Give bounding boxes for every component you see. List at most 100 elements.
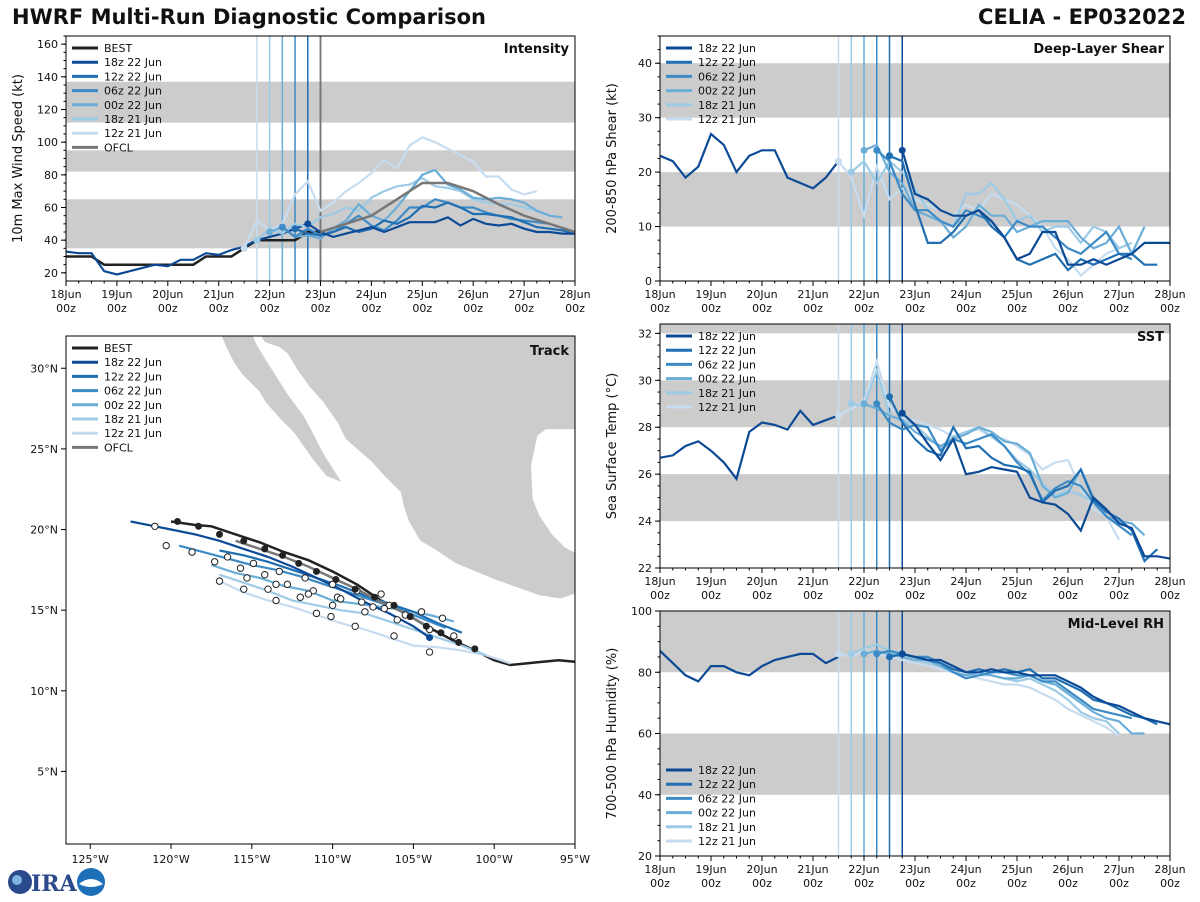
shear-xtick-label: 23Jun (899, 288, 930, 301)
track-open-marker (328, 601, 337, 610)
track-best-marker (406, 613, 414, 621)
shear-legend-label: 18z 22 Jun (698, 42, 756, 55)
intensity-pre-line (66, 222, 309, 276)
sst-xtick-label: 00z (905, 589, 925, 602)
track-open-marker (369, 603, 377, 611)
intensity-legend-label: 18z 21 Jun (104, 113, 162, 126)
track-legend-label: 12z 22 Jun (104, 370, 162, 383)
track-open-marker (450, 632, 458, 640)
intensity-ytick-label: 100 (37, 136, 58, 149)
shear-band-1 (660, 63, 1170, 118)
intensity-xtick-label: 21Jun (203, 288, 234, 301)
shear-series-3 (863, 143, 1146, 257)
shear-legend-label: 18z 21 Jun (698, 99, 756, 112)
track-open-marker (272, 596, 280, 605)
intensity-xtick-label: 00z (260, 302, 280, 315)
rh-title: Mid-Level RH (1068, 617, 1164, 632)
track-series-2 (178, 544, 447, 629)
sst-plot-area (660, 324, 1170, 568)
track-best-marker (312, 567, 320, 575)
shear-series-1-start (886, 152, 893, 160)
sst-xtick-label: 18Jun (644, 575, 675, 588)
track-frame (65, 335, 576, 845)
sst-series-1-start (886, 393, 893, 401)
sst-ytick-label: 22 (638, 562, 652, 575)
intensity-xtick-label: 23Jun (305, 288, 336, 301)
shear-xtick-label: 00z (1007, 302, 1027, 315)
sst-xtick-label: 21Jun (797, 575, 828, 588)
track-series-1 (219, 549, 463, 634)
shear-ytick-label: 30 (638, 112, 652, 125)
track-xtick-label: 100°W (476, 853, 513, 866)
sst-ytick-label: 32 (638, 327, 652, 340)
sst-xtick-label: 26Jun (1052, 575, 1083, 588)
intensity-ytick-label: 20 (44, 267, 58, 280)
sst-xtick-label: 00z (1058, 589, 1078, 602)
track-best-marker (295, 559, 303, 567)
track-ytick-label: 5°N (37, 765, 58, 778)
track-open-marker (327, 612, 335, 621)
intensity-ytick-label: 80 (44, 169, 58, 182)
sst-ytick-label: 28 (638, 421, 652, 434)
page-title: HWRF Multi-Run Diagnostic Comparison (12, 5, 487, 29)
rh-legend-label: 00z 22 Jun (698, 807, 756, 820)
sst-series-3-start (860, 400, 868, 408)
shear-xtick-label: 00z (752, 302, 772, 315)
rh-xtick-label: 00z (1109, 877, 1129, 890)
track-open-marker (272, 580, 280, 589)
intensity-xtick-label: 00z (107, 302, 127, 315)
shear-xtick-label: 00z (854, 302, 874, 315)
track-open-marker (377, 590, 385, 598)
rh-xtick-label: 00z (854, 877, 874, 890)
intensity-series-5-start (240, 244, 248, 252)
rh-ytick-label: 40 (638, 789, 652, 802)
intensity-xtick-label: 00z (514, 302, 534, 315)
intensity-series-4-start (253, 236, 261, 244)
intensity-xtick-label: 24Jun (356, 288, 387, 301)
track-ofcl-line (235, 539, 431, 629)
track-best-marker (471, 645, 479, 653)
intensity-series-0 (307, 216, 575, 239)
track-legend-label: 18z 22 Jun (104, 356, 162, 369)
sst-xtick-label: 22Jun (848, 575, 879, 588)
sst-band-2 (660, 324, 1170, 334)
rh-xtick-label: 23Jun (899, 863, 930, 876)
track-legend-label: 12z 21 Jun (104, 427, 162, 440)
track-best-marker (279, 551, 287, 559)
track-legend-label: OFCL (104, 441, 134, 454)
intensity-ytick-label: 140 (37, 71, 58, 84)
intensity-xtick-label: 00z (412, 302, 432, 315)
rh-series-3-start (860, 650, 868, 658)
track-open-marker (261, 570, 269, 579)
track-open-marker (312, 609, 321, 618)
svg-text:IRA: IRA (31, 871, 78, 897)
sst-ytick-label: 24 (638, 515, 652, 528)
track-open-marker (151, 522, 159, 530)
track-legend-label: 00z 22 Jun (104, 399, 162, 412)
rh-ytick-label: 100 (631, 605, 652, 618)
shear-xtick-label: 25Jun (1001, 288, 1032, 301)
rh-xtick-label: 21Jun (797, 863, 828, 876)
rh-xtick-label: 00z (1058, 877, 1078, 890)
track-series-4 (219, 573, 487, 657)
shear-series-2-start (873, 146, 881, 154)
sst-pre-line (660, 409, 839, 482)
intensity-xtick-label: 00z (311, 302, 331, 315)
track-open-marker (275, 567, 283, 576)
track-open-marker (358, 598, 366, 606)
sst-legend-label: 18z 21 Jun (698, 387, 756, 400)
rh-ytick-label: 60 (638, 728, 652, 741)
intensity-xtick-label: 27Jun (509, 288, 540, 301)
intensity-xtick-label: 26Jun (458, 288, 489, 301)
track-open-marker (243, 574, 251, 582)
track-xtick-label: 120°W (152, 853, 189, 866)
rh-legend-label: 12z 21 Jun (698, 835, 756, 848)
sst-legend-label: 12z 22 Jun (698, 344, 756, 357)
shear-xtick-label: 22Jun (848, 288, 879, 301)
rh-xtick-label: 28Jun (1154, 863, 1185, 876)
sst-xtick-label: 25Jun (1001, 575, 1032, 588)
track-open-marker (390, 632, 398, 640)
sst-series-5-start (835, 412, 842, 419)
